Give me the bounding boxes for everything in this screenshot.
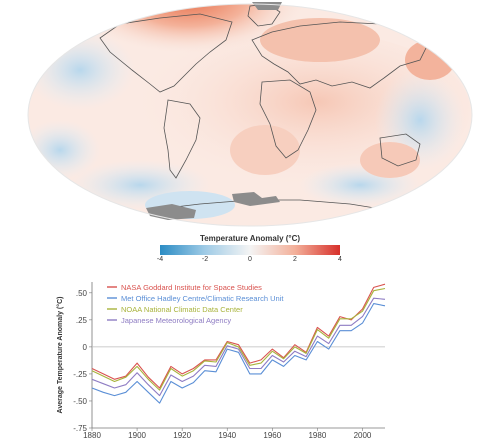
legend-label-1: NASA Goddard Institute for Space Studies: [121, 283, 262, 292]
x-tick-label: 1940: [218, 431, 236, 439]
y-tick-label: -.75: [73, 424, 87, 433]
greenland-outline: [247, 4, 281, 27]
colorbar-strip: [160, 245, 340, 255]
colorbar: Temperature Anomaly (°C) -4 -2 0 2 4: [156, 234, 342, 266]
africa-outline: [259, 79, 317, 159]
x-tick-label: 1920: [173, 431, 191, 439]
x-tick-label: 1980: [308, 431, 326, 439]
series-line-4: [91, 297, 386, 397]
y-axis-title: Average Temperature Anomaly (°C): [56, 297, 64, 414]
globe-border: [27, 3, 473, 227]
world-anomaly-map: [27, 2, 473, 227]
legend-label-2: Met Office Hadley Centre/Climatic Resear…: [121, 294, 284, 303]
legend-label-4: Japanese Meteorological Agency: [121, 316, 231, 325]
legend-label-3: NOAA National Climatic Data Center: [121, 305, 243, 314]
eurasia-outline: [251, 21, 429, 89]
line-chart: -.75 -.50 -.25 0 .25 .50 1880 1900 1920 1940 1960 1…: [56, 282, 386, 439]
x-tick-label: 1880: [83, 431, 101, 439]
colorbar-ticks: -4 -2 0 2 4: [156, 256, 342, 266]
north-america-outline: [99, 13, 233, 93]
coastlines: [99, 4, 429, 213]
missing-data-antarctic-east: [232, 192, 280, 206]
y-tick-label: -.25: [73, 370, 87, 379]
colorbar-title: Temperature Anomaly (°C): [199, 234, 301, 243]
series-line-2: [91, 303, 386, 404]
colorbar-tick: -2: [201, 256, 209, 263]
colorbar-tick: -4: [156, 256, 164, 263]
colorbar-tick: 2: [293, 256, 297, 263]
australia-outline: [379, 133, 421, 167]
south-america-outline: [163, 99, 201, 179]
map-svg: [27, 2, 473, 227]
y-tick-label: 0: [83, 343, 88, 352]
x-tick-label: 1900: [128, 431, 146, 439]
series-line-3: [91, 287, 386, 391]
series-line-1: [91, 283, 386, 389]
x-tick-label: 1960: [263, 431, 281, 439]
y-tick-label: -.50: [73, 397, 87, 406]
colorbar-tick: 0: [248, 256, 252, 263]
map-fill: [28, 4, 472, 226]
y-tick-label: .25: [76, 316, 88, 325]
colorbar-tick: 4: [338, 256, 342, 263]
line-chart-panel: -.75 -.50 -.25 0 .25 .50 1880 1900 1920 1940 1960 1…: [0, 268, 500, 439]
y-tick-label: .50: [76, 289, 88, 298]
x-tick-label: 2000: [354, 431, 372, 439]
